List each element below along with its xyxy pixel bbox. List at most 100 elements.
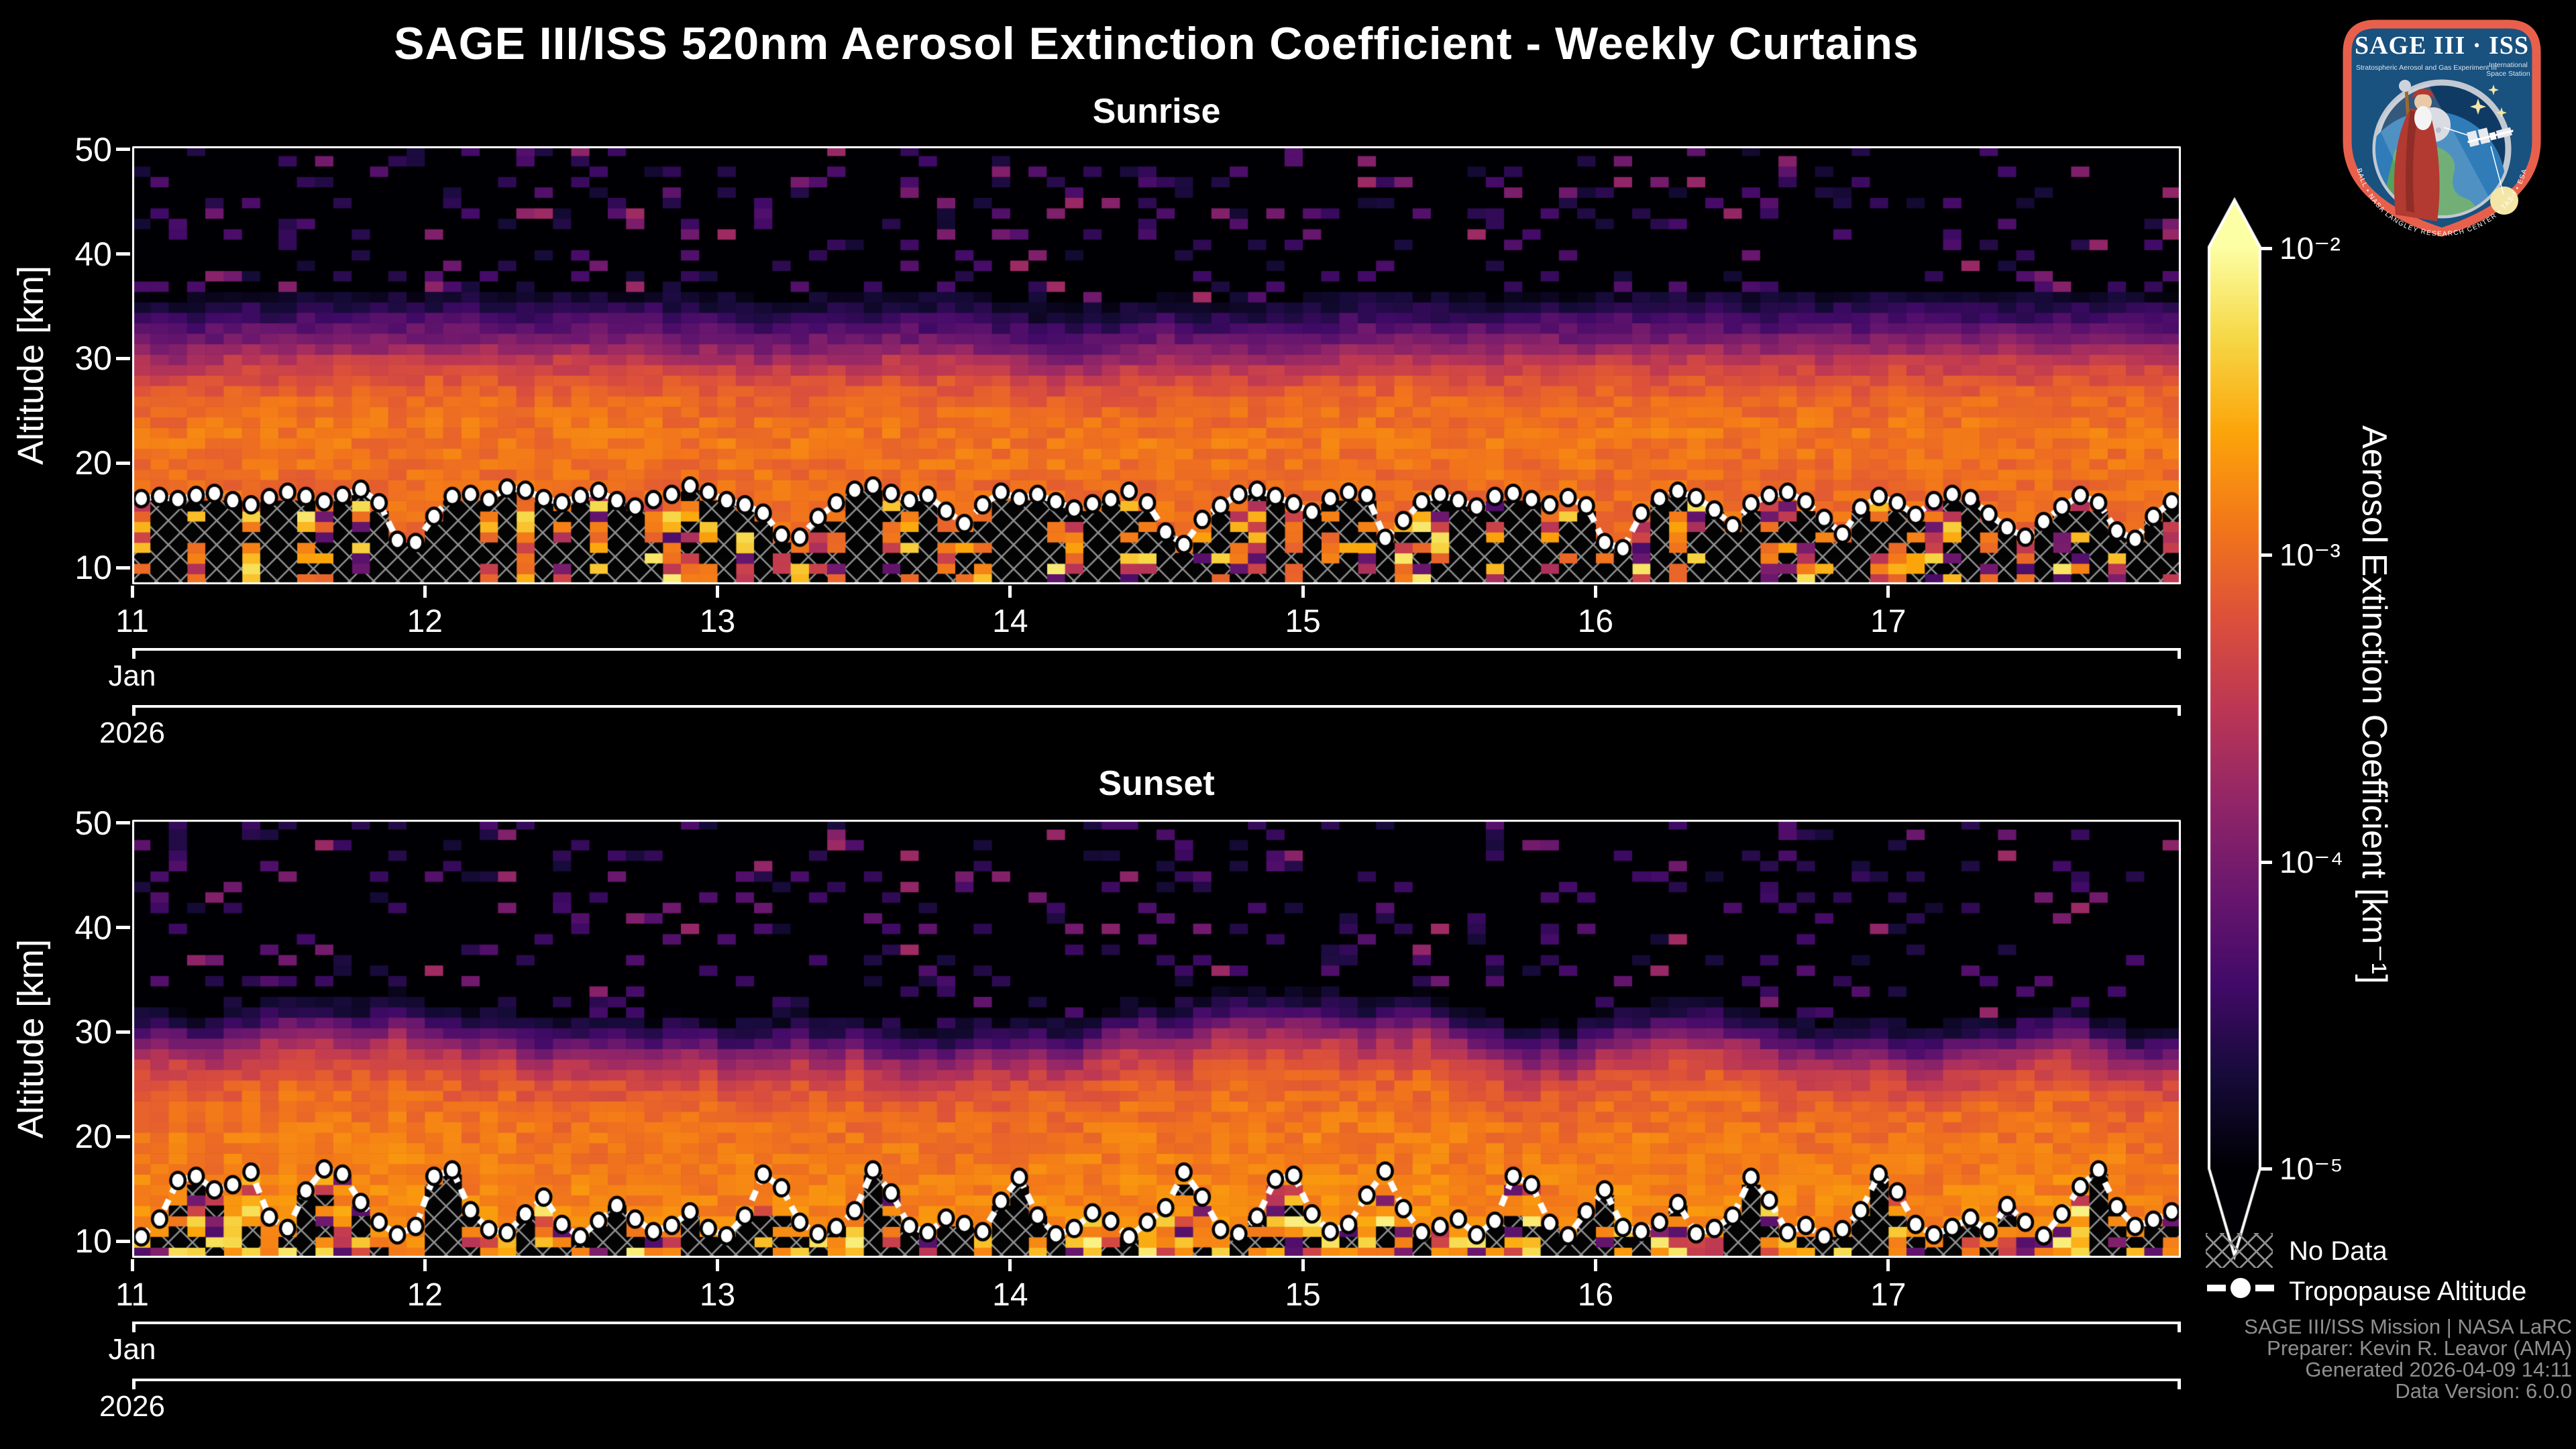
- x-tick-label: 15: [1285, 604, 1321, 639]
- year-axis-tick: [2178, 1379, 2181, 1389]
- sunset-heatmap-canvas: [132, 820, 2181, 1258]
- colorbar-tick-label: 10⁻⁴: [2279, 845, 2344, 879]
- y-tick: [116, 461, 130, 465]
- y-tick: [116, 1239, 130, 1243]
- year-label: 2026: [99, 716, 165, 749]
- legend-dash-icon: [2255, 1285, 2274, 1291]
- x-tick: [130, 1259, 134, 1271]
- y-tick: [116, 356, 130, 360]
- sunrise-panel-title: Sunrise: [1092, 92, 1221, 131]
- credit-line-generated: Generated 2026-04-09 14:11: [2305, 1358, 2572, 1381]
- colorbar-tick: [2260, 1167, 2272, 1171]
- x-tick: [423, 1259, 427, 1271]
- colorbar-tick: [2260, 860, 2272, 864]
- y-tick-label: 20: [74, 1118, 112, 1156]
- x-tick: [1593, 586, 1597, 598]
- credit-line-preparer: Preparer: Kevin R. Leavor (AMA): [2267, 1336, 2572, 1360]
- x-tick: [1301, 1259, 1305, 1271]
- month-label: Jan: [108, 1333, 156, 1366]
- logo-sun: [2490, 186, 2518, 215]
- credit-line-mission: SAGE III/ISS Mission | NASA LaRC: [2244, 1315, 2572, 1338]
- x-tick-label: 12: [407, 604, 443, 639]
- x-tick-label: 16: [1577, 1277, 1614, 1313]
- logo-subtitle-right-2: Space Station: [2486, 70, 2530, 78]
- credits-block: SAGE III/ISS Mission | NASA LaRC Prepare…: [2244, 1316, 2572, 1402]
- y-tick: [116, 1134, 130, 1138]
- y-tick-label: 10: [74, 549, 112, 587]
- month-axis-tick: [132, 1322, 136, 1332]
- y-tick-label: 40: [74, 235, 112, 273]
- x-tick-label: 11: [115, 604, 149, 639]
- x-tick-label: 14: [992, 604, 1028, 639]
- year-axis-line: [132, 1379, 2181, 1381]
- x-tick: [1008, 586, 1012, 598]
- page-title: SAGE III/ISS 520nm Aerosol Extinction Co…: [394, 18, 1919, 69]
- y-tick-label: 30: [74, 1013, 112, 1051]
- y-tick-label: 10: [74, 1222, 112, 1260]
- x-tick-label: 15: [1285, 1277, 1321, 1313]
- x-tick: [423, 586, 427, 598]
- x-tick: [716, 586, 720, 598]
- colorbar-label: Aerosol Extinction Coefficient [km⁻¹]: [2355, 425, 2394, 984]
- logo-moon-crater: [2436, 127, 2441, 133]
- colorbar-tick-label: 10⁻²: [2279, 231, 2341, 266]
- x-tick: [1593, 1259, 1597, 1271]
- sunset-panel-title: Sunset: [1098, 764, 1215, 803]
- month-axis-tick: [2178, 1322, 2181, 1332]
- x-tick-label: 14: [992, 1277, 1028, 1313]
- month-axis-line: [132, 648, 2181, 651]
- sunrise-heatmap-canvas: [132, 146, 2181, 584]
- logo-stars: [2470, 85, 2507, 118]
- y-tick: [116, 252, 130, 256]
- y-tick: [116, 1030, 130, 1034]
- year-axis-line: [132, 705, 2181, 708]
- credit-line-version: Data Version: 6.0.0: [2395, 1379, 2572, 1403]
- x-tick-label: 16: [1577, 604, 1614, 639]
- logo-title: SAGE III · ISS: [2355, 32, 2529, 60]
- colorbar-canvas: [2206, 195, 2263, 1268]
- x-tick-label: 17: [1870, 1277, 1907, 1313]
- y-tick: [116, 566, 130, 570]
- month-label: Jan: [108, 659, 156, 692]
- y-tick-label: 20: [74, 444, 112, 482]
- no-data-legend-label: No Data: [2289, 1236, 2387, 1266]
- x-tick: [1886, 586, 1890, 598]
- logo-subtitle-left: Stratospheric Aerosol and Gas Experiment…: [2356, 64, 2497, 72]
- x-tick: [1886, 1259, 1890, 1271]
- year-label: 2026: [99, 1390, 165, 1423]
- month-axis-line: [132, 1322, 2181, 1324]
- month-axis-tick: [2178, 648, 2181, 659]
- y-tick-label: 40: [74, 908, 112, 947]
- x-tick-label: 11: [115, 1277, 149, 1313]
- x-tick-label: 13: [699, 1277, 736, 1313]
- legend-dot-icon: [2231, 1278, 2251, 1298]
- x-tick-label: 17: [1870, 604, 1907, 639]
- x-tick-label: 12: [407, 1277, 443, 1313]
- x-tick: [716, 1259, 720, 1271]
- x-tick-label: 13: [699, 604, 736, 639]
- y-tick-label: 30: [74, 339, 112, 378]
- tropopause-line-swatch: [2203, 1275, 2278, 1301]
- legend-dash-icon: [2207, 1285, 2226, 1291]
- logo-iss: [2467, 127, 2514, 148]
- x-tick: [1008, 1259, 1012, 1271]
- colorbar-tick-label: 10⁻⁵: [2279, 1151, 2343, 1186]
- year-axis-tick: [132, 1379, 136, 1389]
- y-tick-label: 50: [74, 130, 112, 168]
- colorbar-tick: [2260, 246, 2272, 250]
- y-tick: [116, 821, 130, 825]
- y-tick-label: 50: [74, 804, 112, 842]
- year-axis-tick: [2178, 705, 2181, 716]
- logo-wizard: [2394, 80, 2440, 221]
- tropopause-legend-label: Tropopause Altitude: [2289, 1277, 2527, 1306]
- y-tick: [116, 148, 130, 152]
- mission-patch-logo: SAGE III · ISS Stratospheric Aerosol and…: [2343, 19, 2541, 238]
- colorbar-tick: [2260, 553, 2272, 557]
- no-data-hatch-swatch: [2206, 1233, 2273, 1268]
- month-axis-tick: [132, 648, 136, 659]
- y-tick: [116, 926, 130, 930]
- logo-sightline-sun: [2490, 146, 2504, 195]
- colorbar-tick-label: 10⁻³: [2279, 537, 2341, 572]
- x-tick: [130, 586, 134, 598]
- logo-subtitle-right-1: International: [2489, 61, 2528, 69]
